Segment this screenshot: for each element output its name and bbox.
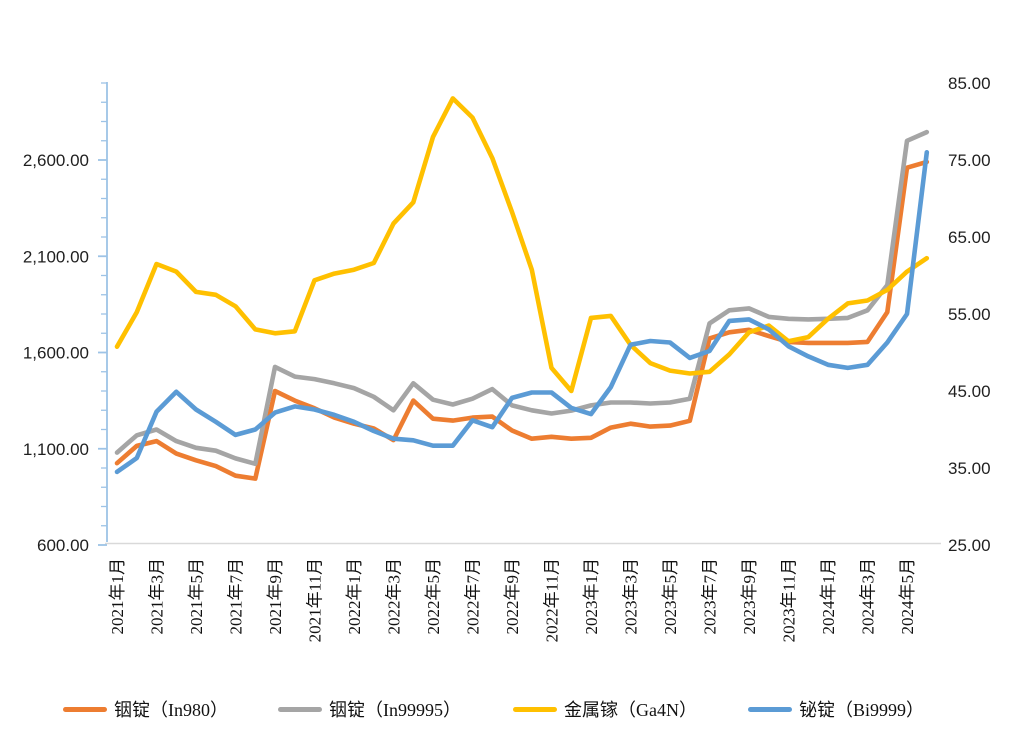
right-axis-label: 85.00 bbox=[948, 74, 991, 93]
x-axis-labels: 2021年1月 2021年3月 2021年5月 2021年7月 2021年9月 2021年… bbox=[108, 558, 917, 642]
legend-line-swatch bbox=[748, 706, 792, 712]
x-axis-label: 2022年11月 bbox=[543, 558, 562, 642]
right-axis-labels: 25.00 35.00 45.00 55.00 65.00 75.00 85.00 bbox=[948, 74, 991, 555]
left-axis-labels: 600.00 1,100.00 1,600.00 2,100.00 2,600.00 bbox=[23, 151, 89, 555]
legend-label: 铟锭（In980） bbox=[114, 700, 228, 720]
left-axis-label: 1,600.00 bbox=[23, 344, 89, 363]
x-axis-label: 2024年5月 bbox=[898, 558, 917, 635]
right-axis-label: 45.00 bbox=[948, 382, 991, 401]
x-axis-label: 2024年1月 bbox=[819, 558, 838, 635]
x-axis-label: 2023年11月 bbox=[780, 558, 799, 642]
x-axis-label: 2022年7月 bbox=[464, 558, 483, 635]
chart-legend: 铟锭（In980） 铟锭（In99995） 金属镓（Ga4N） 铋锭（Bi9999） bbox=[0, 694, 1011, 730]
legend-item-0[interactable]: 铟锭（In980） bbox=[63, 694, 228, 724]
right-axis-label: 35.00 bbox=[948, 459, 991, 478]
right-axis-label: 65.00 bbox=[948, 228, 991, 247]
x-axis-label: 2021年7月 bbox=[227, 558, 246, 635]
x-axis-label: 2023年9月 bbox=[740, 558, 759, 635]
left-axis-label: 2,600.00 bbox=[23, 151, 89, 170]
x-axis-label: 2022年3月 bbox=[385, 558, 404, 635]
x-axis-label: 2021年11月 bbox=[306, 558, 325, 642]
right-axis-label: 75.00 bbox=[948, 151, 991, 170]
left-axis-ticks bbox=[98, 82, 107, 546]
legend-item-1[interactable]: 铟锭（In99995） bbox=[278, 694, 461, 724]
legend-line-swatch bbox=[278, 706, 322, 712]
legend-line-swatch bbox=[513, 706, 557, 712]
x-axis-label: 2023年7月 bbox=[701, 558, 720, 635]
legend-label: 金属镓（Ga4N） bbox=[564, 700, 697, 720]
x-axis-label: 2023年3月 bbox=[622, 558, 641, 635]
x-axis-label: 2021年1月 bbox=[108, 558, 127, 635]
x-axis-label: 2022年5月 bbox=[424, 558, 443, 635]
x-axis-label: 2022年9月 bbox=[503, 558, 522, 635]
series-line-2 bbox=[114, 96, 930, 394]
series-line-1 bbox=[114, 129, 930, 467]
x-axis-label: 2024年3月 bbox=[859, 558, 878, 635]
legend-line-swatch bbox=[63, 706, 107, 712]
axis-lines bbox=[105, 82, 941, 545]
x-axis-label: 2022年1月 bbox=[345, 558, 364, 635]
series-line-3 bbox=[114, 150, 930, 475]
x-axis-label: 2023年5月 bbox=[661, 558, 680, 635]
series-lines bbox=[114, 96, 930, 481]
left-axis-label: 2,100.00 bbox=[23, 247, 89, 266]
legend-item-2[interactable]: 金属镓（Ga4N） bbox=[513, 694, 697, 724]
x-axis-label: 2021年5月 bbox=[187, 558, 206, 635]
right-axis-label: 25.00 bbox=[948, 536, 991, 555]
legend-item-3[interactable]: 铋锭（Bi9999） bbox=[748, 694, 924, 724]
x-axis-label: 2023年1月 bbox=[582, 558, 601, 635]
left-axis-label: 600.00 bbox=[37, 536, 89, 555]
left-axis-label: 1,100.00 bbox=[23, 440, 89, 459]
legend-label: 铟锭（In99995） bbox=[329, 700, 461, 720]
right-axis-label: 55.00 bbox=[948, 305, 991, 324]
legend-label: 铋锭（Bi9999） bbox=[799, 700, 925, 720]
x-axis-label: 2021年9月 bbox=[266, 558, 285, 635]
x-axis-label: 2021年3月 bbox=[148, 558, 167, 635]
